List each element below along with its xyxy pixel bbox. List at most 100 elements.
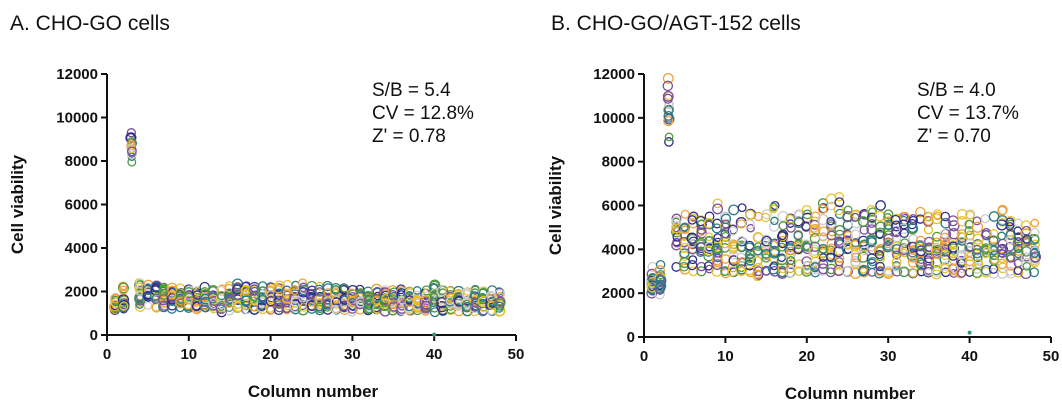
data-point [980,264,992,276]
y-tick-label: 8000 [602,154,635,171]
data-point [704,232,714,242]
data-point [663,115,674,127]
data-point [662,90,674,102]
data-point [817,204,828,214]
data-point [737,236,747,245]
stat-annotation: CV = 13.7% [917,103,1019,124]
x-axis-title: Column number [785,384,916,403]
data-point [265,295,277,307]
data-point [1005,217,1015,227]
data-point [891,256,902,268]
data-point [720,213,732,225]
x-tick-label: 40 [961,348,978,365]
stat-annotation: S/B = 4.0 [917,80,996,101]
data-point [686,232,698,244]
data-point [908,268,918,278]
data-point [947,241,959,253]
y-tick-label: 6000 [65,197,98,214]
data-point [971,221,984,233]
data-point [980,213,990,224]
data-point [266,282,277,293]
data-point [940,217,952,229]
data-point [964,256,975,267]
data-point [874,250,885,260]
data-point [126,149,137,160]
data-point [972,233,984,245]
data-point [663,110,674,121]
data-point [126,146,137,157]
data-point [786,223,796,233]
data-point [964,231,975,241]
data-point [663,105,674,116]
data-point [997,205,1008,216]
y-tick-label: 0 [627,329,635,346]
stat-annotation: CV = 12.8% [372,103,474,124]
data-point [696,261,707,272]
data-point [143,301,153,310]
data-point [736,219,747,229]
data-point [939,232,950,243]
data-point [850,217,862,229]
data-point [1029,267,1040,278]
data-point [664,132,674,142]
y-tick-label: 2000 [602,285,635,302]
data-point [412,286,422,295]
panel-a: A. CHO-GO cells 0 2000 4000 6000 8000 10000 120… [8,12,524,401]
data-point [997,231,1007,241]
data-point [965,210,975,220]
data-point [826,230,837,241]
data-point [826,238,838,250]
stat-annotation: S/B = 5.4 [372,80,451,101]
data-point [1006,254,1016,263]
data-point [495,296,506,307]
data-point [1013,267,1024,278]
data-point [752,269,763,279]
data-point [712,203,724,215]
data-point [867,219,877,228]
data-point [119,301,129,311]
data-point [907,223,918,233]
data-point [769,204,778,214]
y-tick-label: 10000 [593,110,635,127]
data-point [818,258,829,269]
data-point [777,231,787,241]
data-point [1013,243,1023,253]
data-point [940,249,951,261]
data-point [330,304,341,315]
data-point [851,252,862,263]
data-points [645,72,1042,335]
y-tick-label: 12000 [593,66,635,83]
data-point [996,214,1008,227]
data-point [906,218,918,230]
data-point [834,192,844,202]
data-point [956,208,968,220]
data-point [695,237,707,249]
x-tick-label: 10 [180,346,197,363]
data-point [776,235,789,248]
data-point [923,257,935,269]
x-tick-label: 30 [344,346,361,363]
data-point [923,225,934,235]
data-point [972,216,982,226]
data-point [1022,261,1032,271]
data-point [711,259,723,270]
x-tick-label: 50 [508,346,525,363]
data-point [736,264,747,275]
data-point [118,282,129,294]
data-point [857,251,869,263]
data-point [688,266,699,277]
stat-annotation: Z' = 0.78 [372,126,446,147]
data-point [438,285,449,296]
data-point [867,242,876,252]
y-tick-label: 12000 [56,66,98,83]
data-point [835,253,845,263]
data-point [664,99,674,109]
data-point [785,252,796,263]
data-point [662,80,674,92]
data-point [117,294,130,306]
data-point [875,221,887,233]
data-point [865,235,877,247]
data-point [768,245,781,258]
data-point [972,255,984,266]
data-point [720,231,731,242]
